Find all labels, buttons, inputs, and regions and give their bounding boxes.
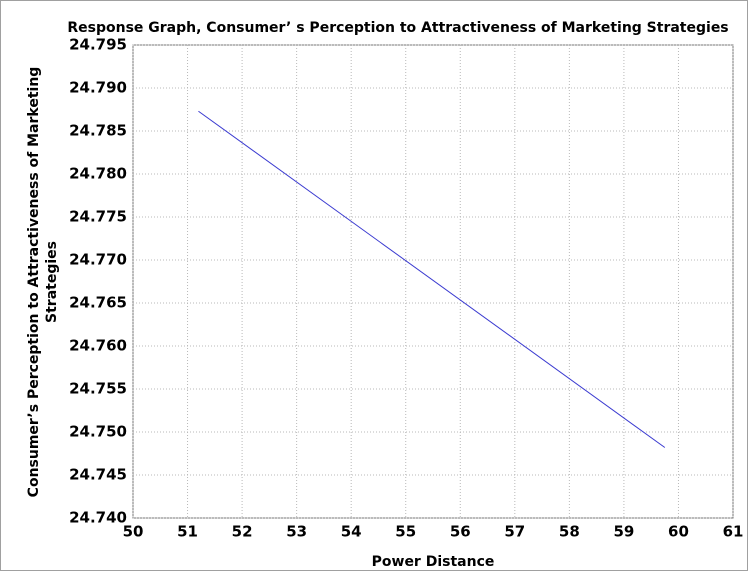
y-tick-label: 24.750 [69, 423, 127, 441]
x-tick-label: 52 [232, 523, 253, 541]
y-tick-label: 24.775 [69, 208, 127, 226]
x-tick-label: 53 [286, 523, 307, 541]
y-tick-label: 24.760 [69, 337, 127, 355]
x-tick-label: 57 [504, 523, 525, 541]
plot-area [132, 44, 734, 519]
y-tick-label: 24.765 [69, 294, 127, 312]
y-tick-label: 24.785 [69, 122, 127, 140]
x-tick-label: 56 [450, 523, 471, 541]
x-tick-label: 59 [613, 523, 634, 541]
x-tick-label: 50 [123, 523, 144, 541]
y-tick-label: 24.790 [69, 79, 127, 97]
x-axis-label: Power Distance [372, 554, 495, 570]
y-tick-label: 24.755 [69, 380, 127, 398]
x-tick-label: 54 [341, 523, 362, 541]
y-axis-label-line: Consumer’s Perception to Attractiveness … [26, 67, 42, 498]
x-tick-label: 60 [668, 523, 689, 541]
x-tick-label: 55 [395, 523, 416, 541]
data-line [198, 110, 666, 448]
y-tick-label: 24.740 [69, 509, 127, 527]
x-tick-label: 61 [723, 523, 744, 541]
y-axis-label-line: Strategies [44, 241, 60, 323]
chart-title: Response Graph, Consumer’ s Perception t… [67, 20, 728, 36]
x-tick-label: 51 [177, 523, 198, 541]
y-tick-label: 24.770 [69, 251, 127, 269]
y-tick-label: 24.780 [69, 165, 127, 183]
y-tick-label: 24.745 [69, 466, 127, 484]
x-tick-label: 58 [559, 523, 580, 541]
y-axis-label: Consumer’s Perception to Attractiveness … [26, 67, 60, 498]
y-tick-label: 24.795 [69, 36, 127, 54]
